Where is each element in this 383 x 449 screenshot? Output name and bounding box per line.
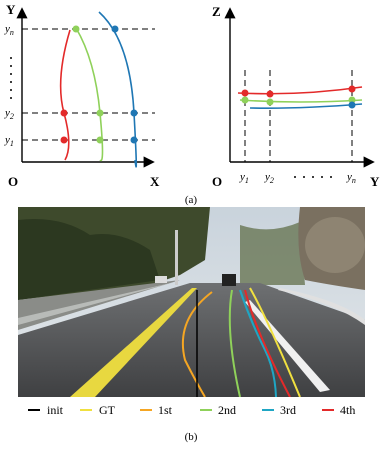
tick-label: y1 [239,171,249,185]
point [266,98,274,106]
legend-label: 2nd [218,403,236,417]
point [348,96,356,104]
point [266,90,274,98]
legend-label: GT [99,403,116,417]
tick-label: yn [346,171,356,185]
axis-label: Y [370,174,380,189]
origin-label: O [212,174,222,189]
legend-label: 1st [158,403,173,417]
point [241,96,249,104]
point [111,25,119,33]
tick-label: yn [4,23,14,37]
point [60,136,68,144]
red-curve [237,86,363,95]
axis-label: Z [212,4,221,19]
point [130,109,138,117]
point [130,136,138,144]
axis-label: Y [6,2,16,17]
point [348,101,356,109]
tick-label: y2 [4,107,14,121]
ellipsis [10,57,12,99]
legend-label: 3rd [280,403,296,417]
green-curve [239,99,363,103]
legend-label: 4th [340,403,355,417]
point [96,136,104,144]
axis-label: X [150,174,160,189]
caption: (b) [185,431,198,443]
point [96,109,104,117]
tick-label: y1 [4,134,14,148]
origin-label: O [8,174,18,189]
caption: (a) [185,194,198,206]
road-photo [18,207,365,397]
xy-plot: Y X O yn y2 y1 [4,2,160,189]
blue-curve [98,11,138,168]
point [60,109,68,117]
tick-label: y2 [264,171,274,185]
point [348,85,356,93]
zy-plot: Z Y O y1 y2 yn [212,4,380,189]
point [72,25,80,33]
ellipsis [294,176,332,178]
legend-label: init [47,403,64,417]
blue-curve [249,103,363,109]
point [241,89,249,97]
legend: init GT 1st 2nd 3rd 4th [28,403,355,417]
